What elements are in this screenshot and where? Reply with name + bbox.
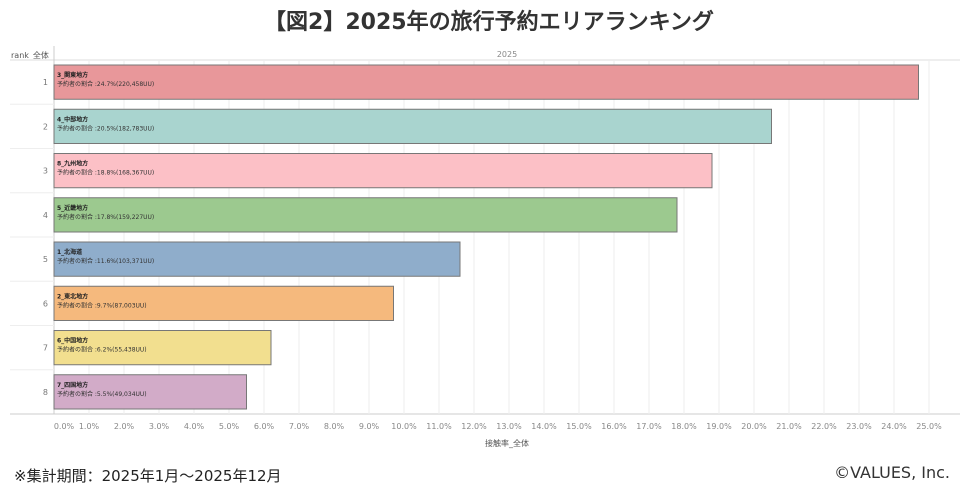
x-tick-label: 8.0% [324, 422, 345, 431]
x-tick-label: 10.0% [391, 422, 417, 431]
bar-value-label: 予約者の割合 :6.2%(55,438UU) [57, 346, 147, 354]
bar-value-label: 予約者の割合 :17.8%(159,227UU) [57, 213, 154, 221]
x-tick-label: 20.0% [741, 422, 767, 431]
x-tick-label: 12.0% [461, 422, 487, 431]
bar [53, 153, 713, 189]
rank-label: 8 [43, 388, 48, 397]
rank-label: 6 [43, 299, 48, 308]
x-tick-label: 16.0% [601, 422, 627, 431]
x-tick-label: 9.0% [359, 422, 380, 431]
bar-value-label: 予約者の割合 :20.5%(182,783UU) [57, 124, 154, 132]
bar-value-label: 予約者の割合 :24.7%(220,458UU) [57, 80, 154, 88]
period-note: ※集計期間：2025年1月〜2025年12月 [14, 467, 282, 485]
bar [53, 108, 772, 144]
bar-region-label: 1_北海道 [57, 248, 82, 256]
x-tick-label: 6.0% [254, 422, 275, 431]
x-tick-label: 25.0% [916, 422, 942, 431]
x-tick-label: 15.0% [566, 422, 592, 431]
x-tick-label: 24.0% [881, 422, 907, 431]
chart-title: 【図2】2025年の旅行予約エリアランキング [264, 10, 714, 35]
x-tick-label: 13.0% [496, 422, 522, 431]
column-header: 2025 [496, 50, 518, 59]
x-tick-label: 18.0% [671, 422, 697, 431]
row-header: rank_全体 [11, 51, 49, 60]
x-tick-label: 1.0% [79, 422, 100, 431]
x-axis-label: 接触率_全体 [485, 439, 529, 448]
x-tick-label: 5.0% [219, 422, 240, 431]
bar-region-label: 5_近畿地方 [57, 204, 88, 212]
bar-value-label: 予約者の割合 :9.7%(87,003UU) [57, 301, 147, 309]
bar-value-label: 予約者の割合 :11.6%(103,371UU) [57, 257, 154, 265]
bar [53, 374, 247, 410]
rank-label: 2 [43, 122, 48, 131]
rank-label: 4 [43, 211, 48, 220]
x-tick-label: 14.0% [531, 422, 557, 431]
bar-region-label: 7_四国地方 [57, 381, 88, 389]
x-tick-label: 23.0% [846, 422, 872, 431]
bar-value-label: 予約者の割合 :18.8%(168,367UU) [57, 169, 154, 177]
x-tick-label: 7.0% [289, 422, 310, 431]
x-tick-label: 2.0% [114, 422, 135, 431]
bar-region-label: 6_中国地方 [57, 337, 88, 345]
bar [53, 197, 678, 233]
bar-region-label: 3_関東地方 [57, 71, 88, 79]
bar-region-label: 2_東北地方 [57, 292, 88, 300]
rank-label: 1 [43, 78, 48, 87]
x-tick-label: 0.0% [54, 422, 75, 431]
x-tick-label: 3.0% [149, 422, 170, 431]
bar [53, 64, 919, 100]
bar-value-label: 予約者の割合 :5.5%(49,034UU) [57, 390, 147, 398]
rank-label: 5 [43, 255, 48, 264]
rank-label: 7 [43, 344, 48, 353]
rank-label: 3 [43, 167, 48, 176]
credit: ©VALUES, Inc. [834, 463, 950, 482]
bar [53, 241, 461, 277]
x-tick-label: 11.0% [426, 422, 452, 431]
bar-region-label: 4_中部地方 [57, 115, 88, 123]
x-tick-label: 21.0% [776, 422, 802, 431]
x-tick-label: 22.0% [811, 422, 837, 431]
bar [53, 330, 272, 366]
x-tick-label: 17.0% [636, 422, 662, 431]
x-tick-label: 4.0% [184, 422, 205, 431]
bar-region-label: 8_九州地方 [57, 160, 88, 168]
bar [53, 285, 394, 321]
x-tick-label: 19.0% [706, 422, 732, 431]
